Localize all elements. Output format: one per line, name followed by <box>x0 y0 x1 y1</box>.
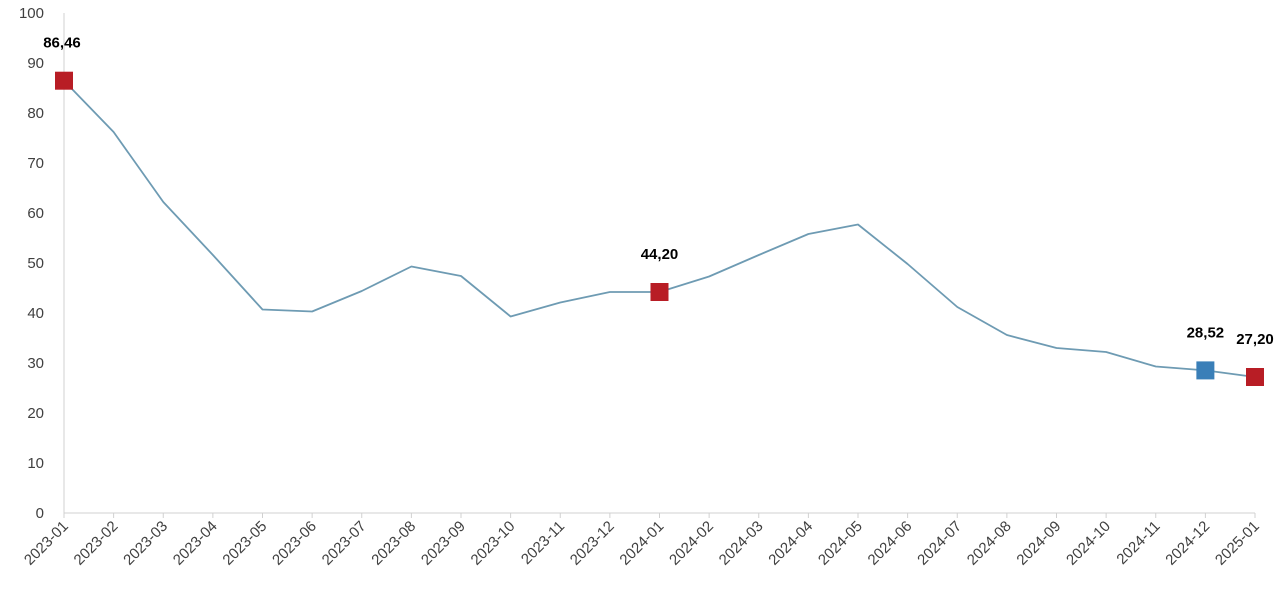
y-tick-label: 90 <box>27 55 44 72</box>
x-tick-label: 2023-03 <box>120 518 171 569</box>
x-tick-label: 2023-12 <box>567 518 618 569</box>
axes <box>63 13 1255 514</box>
series-lines <box>63 80 1256 378</box>
x-tick-label: 2024-07 <box>914 518 965 569</box>
x-tick-label: 2024-06 <box>864 518 915 569</box>
x-tick-label: 2024-12 <box>1162 518 1213 569</box>
data-label: 28,52 <box>1187 324 1225 341</box>
x-tick-label: 2024-01 <box>616 518 667 569</box>
x-tick-label: 2023-09 <box>418 518 469 569</box>
x-tick-label: 2024-10 <box>1063 518 1114 569</box>
x-tick-label: 2024-11 <box>1113 518 1163 568</box>
x-tick-label: 2023-06 <box>269 518 320 569</box>
y-tick-label: 20 <box>27 405 44 422</box>
x-tick-label: 2023-05 <box>219 518 270 569</box>
x-tick-label: 2023-08 <box>368 518 419 569</box>
data-labels: 86,46 44,20 28,52 27,20 <box>43 35 1274 348</box>
y-tick-label: 100 <box>19 5 44 22</box>
x-tick-label: 2024-04 <box>765 518 816 569</box>
highlight-markers <box>55 71 1264 386</box>
data-marker <box>650 283 669 301</box>
y-tick-label: 60 <box>27 205 44 222</box>
y-tick-label: 10 <box>27 455 44 472</box>
data-marker <box>1246 368 1264 386</box>
x-tick-label: 2024-09 <box>1013 518 1064 569</box>
y-axis: 0 10 20 30 40 50 60 70 80 90 100 <box>19 5 44 522</box>
y-tick-label: 40 <box>27 305 44 322</box>
y-tick-label: 30 <box>27 355 44 372</box>
data-label: 44,20 <box>641 246 679 263</box>
data-label: 27,20 <box>1236 331 1274 348</box>
y-tick-label: 70 <box>27 155 44 172</box>
x-tick-label: 2025-01 <box>1212 518 1263 569</box>
x-tick-label: 2023-07 <box>319 518 370 569</box>
data-marker <box>55 71 73 90</box>
x-tick-label: 2024-08 <box>964 518 1015 569</box>
x-tick-label: 2024-05 <box>815 518 866 569</box>
x-tick-label: 2023-10 <box>467 518 518 569</box>
y-tick-label: 0 <box>36 505 44 522</box>
x-tick-label: 2023-04 <box>170 518 221 569</box>
data-marker <box>1196 361 1215 380</box>
x-tick-label: 2023-01 <box>21 518 72 569</box>
data-label: 86,46 <box>43 35 81 52</box>
x-axis: 2023-012023-022023-032023-042023-052023-… <box>21 513 1263 569</box>
x-tick-label: 2023-02 <box>70 518 121 569</box>
y-tick-label: 50 <box>27 255 44 272</box>
x-tick-label: 2024-03 <box>716 518 767 569</box>
x-tick-label: 2023-11 <box>518 518 568 568</box>
y-tick-label: 80 <box>27 105 44 122</box>
series-line <box>63 80 1256 378</box>
x-tick-label: 2024-02 <box>666 518 717 569</box>
